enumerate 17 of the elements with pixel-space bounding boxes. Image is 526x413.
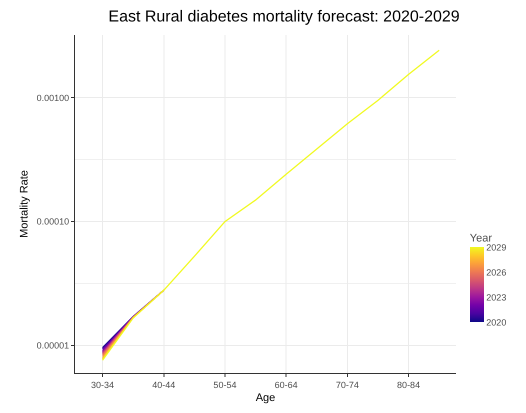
- y-tick-label: 0.00100: [36, 92, 70, 103]
- color-bar-label: 2020: [486, 318, 506, 328]
- y-tick-label: 0.00010: [36, 216, 70, 227]
- color-bar-label: 2029: [486, 242, 506, 253]
- x-tick-label: 50-54: [213, 380, 236, 390]
- x-tick-label: 40-44: [152, 380, 176, 390]
- x-tick-label: 80-84: [397, 380, 420, 390]
- color-bar-label: 2026: [486, 268, 506, 278]
- x-tick-label: 30-34: [91, 380, 114, 390]
- y-axis-title: Mortality Rate: [18, 170, 30, 238]
- x-tick-label: 60-64: [274, 380, 298, 390]
- color-bar-title: Year: [470, 232, 492, 245]
- color-bar-label: 2023: [486, 292, 506, 303]
- y-tick-label: 0.00001: [36, 340, 70, 351]
- x-tick-label: 70-74: [336, 380, 359, 390]
- chart-title: East Rural diabetes mortality forecast: 2020-2029: [108, 8, 460, 26]
- x-axis-title: Age: [256, 392, 276, 404]
